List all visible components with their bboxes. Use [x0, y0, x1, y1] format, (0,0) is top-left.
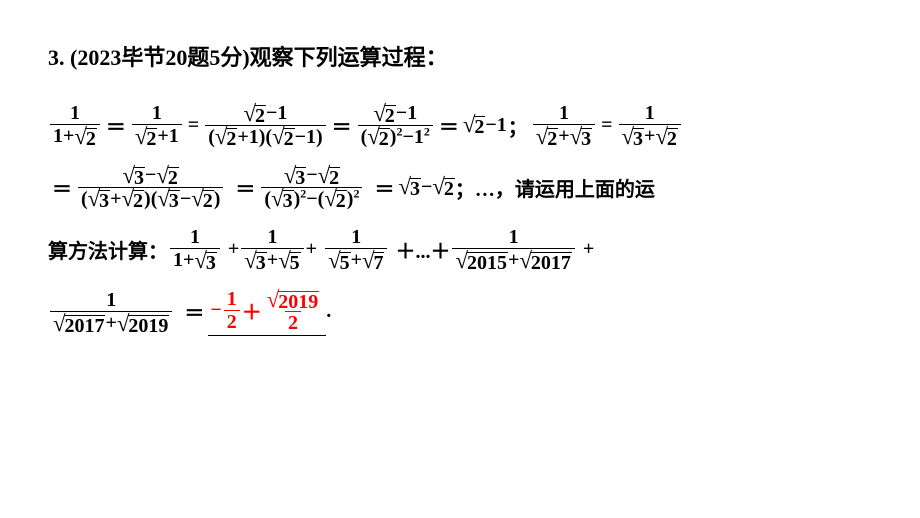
- equation-line-1: 11+√2 ＝ 1√2+1 = √2−1(√2+1)(√2−1) ＝ √2−1(…: [48, 102, 872, 148]
- answer-blank: − 12 ＋ √20192: [208, 288, 326, 336]
- problem-title: 3. (2023毕节20题5分)观察下列运算过程：: [48, 40, 872, 72]
- equation-line-4: 1√2017+√2019 ＝ − 12 ＋ √20192 .: [48, 288, 872, 336]
- equation-line-2: ＝ √3−√2(√3+√2)(√3−√2) ＝ √3−√2(√3)2−(√2)2…: [48, 164, 872, 210]
- equation-line-3: 算方法计算： 11+√3 + 1√3+√5 + 1√5+√7 ＋...＋ 1√2…: [48, 226, 872, 272]
